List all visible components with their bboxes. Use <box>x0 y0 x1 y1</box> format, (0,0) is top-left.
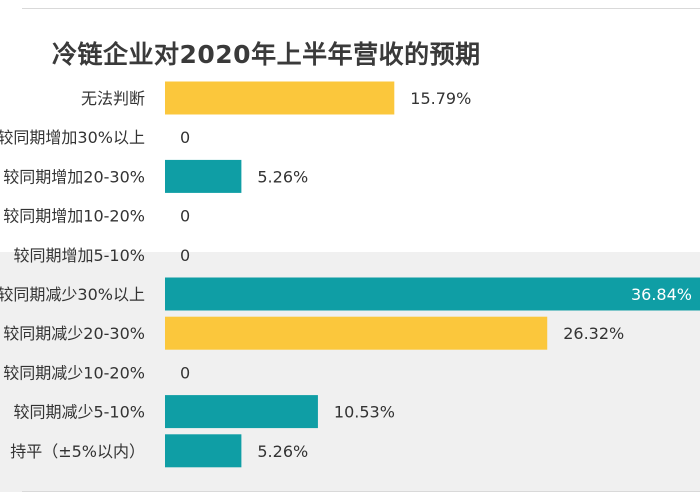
bar <box>165 159 242 193</box>
bar <box>165 434 242 468</box>
category-label: 较同期减少20-30% <box>3 324 145 343</box>
category-label: 较同期增加30%以上 <box>0 128 145 147</box>
bottom-divider <box>22 491 700 492</box>
bar <box>165 316 548 350</box>
data-label: 5.26% <box>257 167 308 186</box>
data-label: 26.32% <box>563 324 624 343</box>
data-label: 5.26% <box>257 442 308 461</box>
category-label: 较同期减少5-10% <box>13 403 145 422</box>
category-label: 较同期减少10-20% <box>3 363 145 382</box>
data-label: 15.79% <box>410 89 471 108</box>
bar <box>165 277 700 311</box>
data-label: 0 <box>180 128 190 147</box>
category-label: 无法判断 <box>81 89 145 108</box>
data-label: 36.84% <box>631 285 692 304</box>
category-label: 较同期增加5-10% <box>13 246 145 265</box>
bar <box>165 81 395 115</box>
category-label: 较同期增加20-30% <box>3 167 145 186</box>
category-label: 持平（±5%以内） <box>10 442 145 461</box>
data-label: 0 <box>180 363 190 382</box>
data-label: 0 <box>180 207 190 226</box>
top-divider <box>22 8 700 9</box>
chart-title: 冷链企业对2020年上半年营收的预期 <box>52 40 481 69</box>
category-label: 较同期减少30%以上 <box>0 285 145 304</box>
category-label: 较同期增加10-20% <box>3 207 145 226</box>
bar <box>165 395 318 429</box>
data-label: 10.53% <box>334 403 395 422</box>
data-label: 0 <box>180 246 190 265</box>
